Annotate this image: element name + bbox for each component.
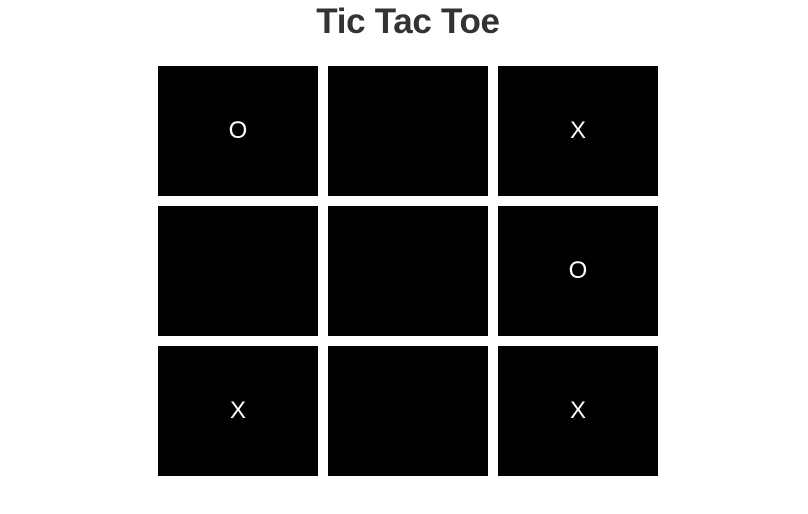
board-cell-1[interactable]: O [158, 66, 318, 196]
page-title: Tic Tac Toe [316, 2, 500, 41]
board-cell-5[interactable] [328, 206, 488, 336]
cell-mark: X [229, 397, 246, 424]
board-cell-7[interactable]: X [158, 346, 318, 476]
cell-mark: O [228, 117, 248, 144]
cell-mark: X [569, 117, 586, 144]
board-cell-4[interactable] [158, 206, 318, 336]
board-cell-2[interactable] [328, 66, 488, 196]
game-board: O X O X X [158, 66, 658, 476]
board-cell-3[interactable]: X [498, 66, 658, 196]
board-cell-8[interactable] [328, 346, 488, 476]
cell-mark: O [568, 257, 588, 284]
board-cell-6[interactable]: O [498, 206, 658, 336]
cell-mark: X [569, 397, 586, 424]
board-cell-9[interactable]: X [498, 346, 658, 476]
